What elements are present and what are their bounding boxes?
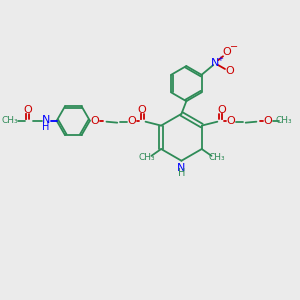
Text: CH₃: CH₃ bbox=[275, 116, 292, 125]
Text: CH₃: CH₃ bbox=[138, 153, 155, 162]
Text: O: O bbox=[217, 105, 226, 115]
Text: O: O bbox=[264, 116, 272, 126]
Text: O: O bbox=[223, 47, 231, 57]
Text: N: N bbox=[42, 115, 50, 125]
Text: N: N bbox=[211, 58, 219, 68]
Text: O: O bbox=[23, 105, 32, 115]
Text: O: O bbox=[227, 116, 236, 126]
Text: CH₃: CH₃ bbox=[208, 153, 225, 162]
Text: O: O bbox=[90, 116, 99, 126]
Text: O: O bbox=[137, 105, 146, 115]
Text: −: − bbox=[230, 43, 238, 52]
Text: O: O bbox=[128, 116, 136, 126]
Text: O: O bbox=[226, 66, 234, 76]
Text: CH₃: CH₃ bbox=[2, 116, 18, 125]
Text: H: H bbox=[42, 122, 50, 132]
Text: H: H bbox=[178, 168, 185, 178]
Text: N: N bbox=[177, 163, 186, 172]
Text: +: + bbox=[217, 56, 223, 62]
